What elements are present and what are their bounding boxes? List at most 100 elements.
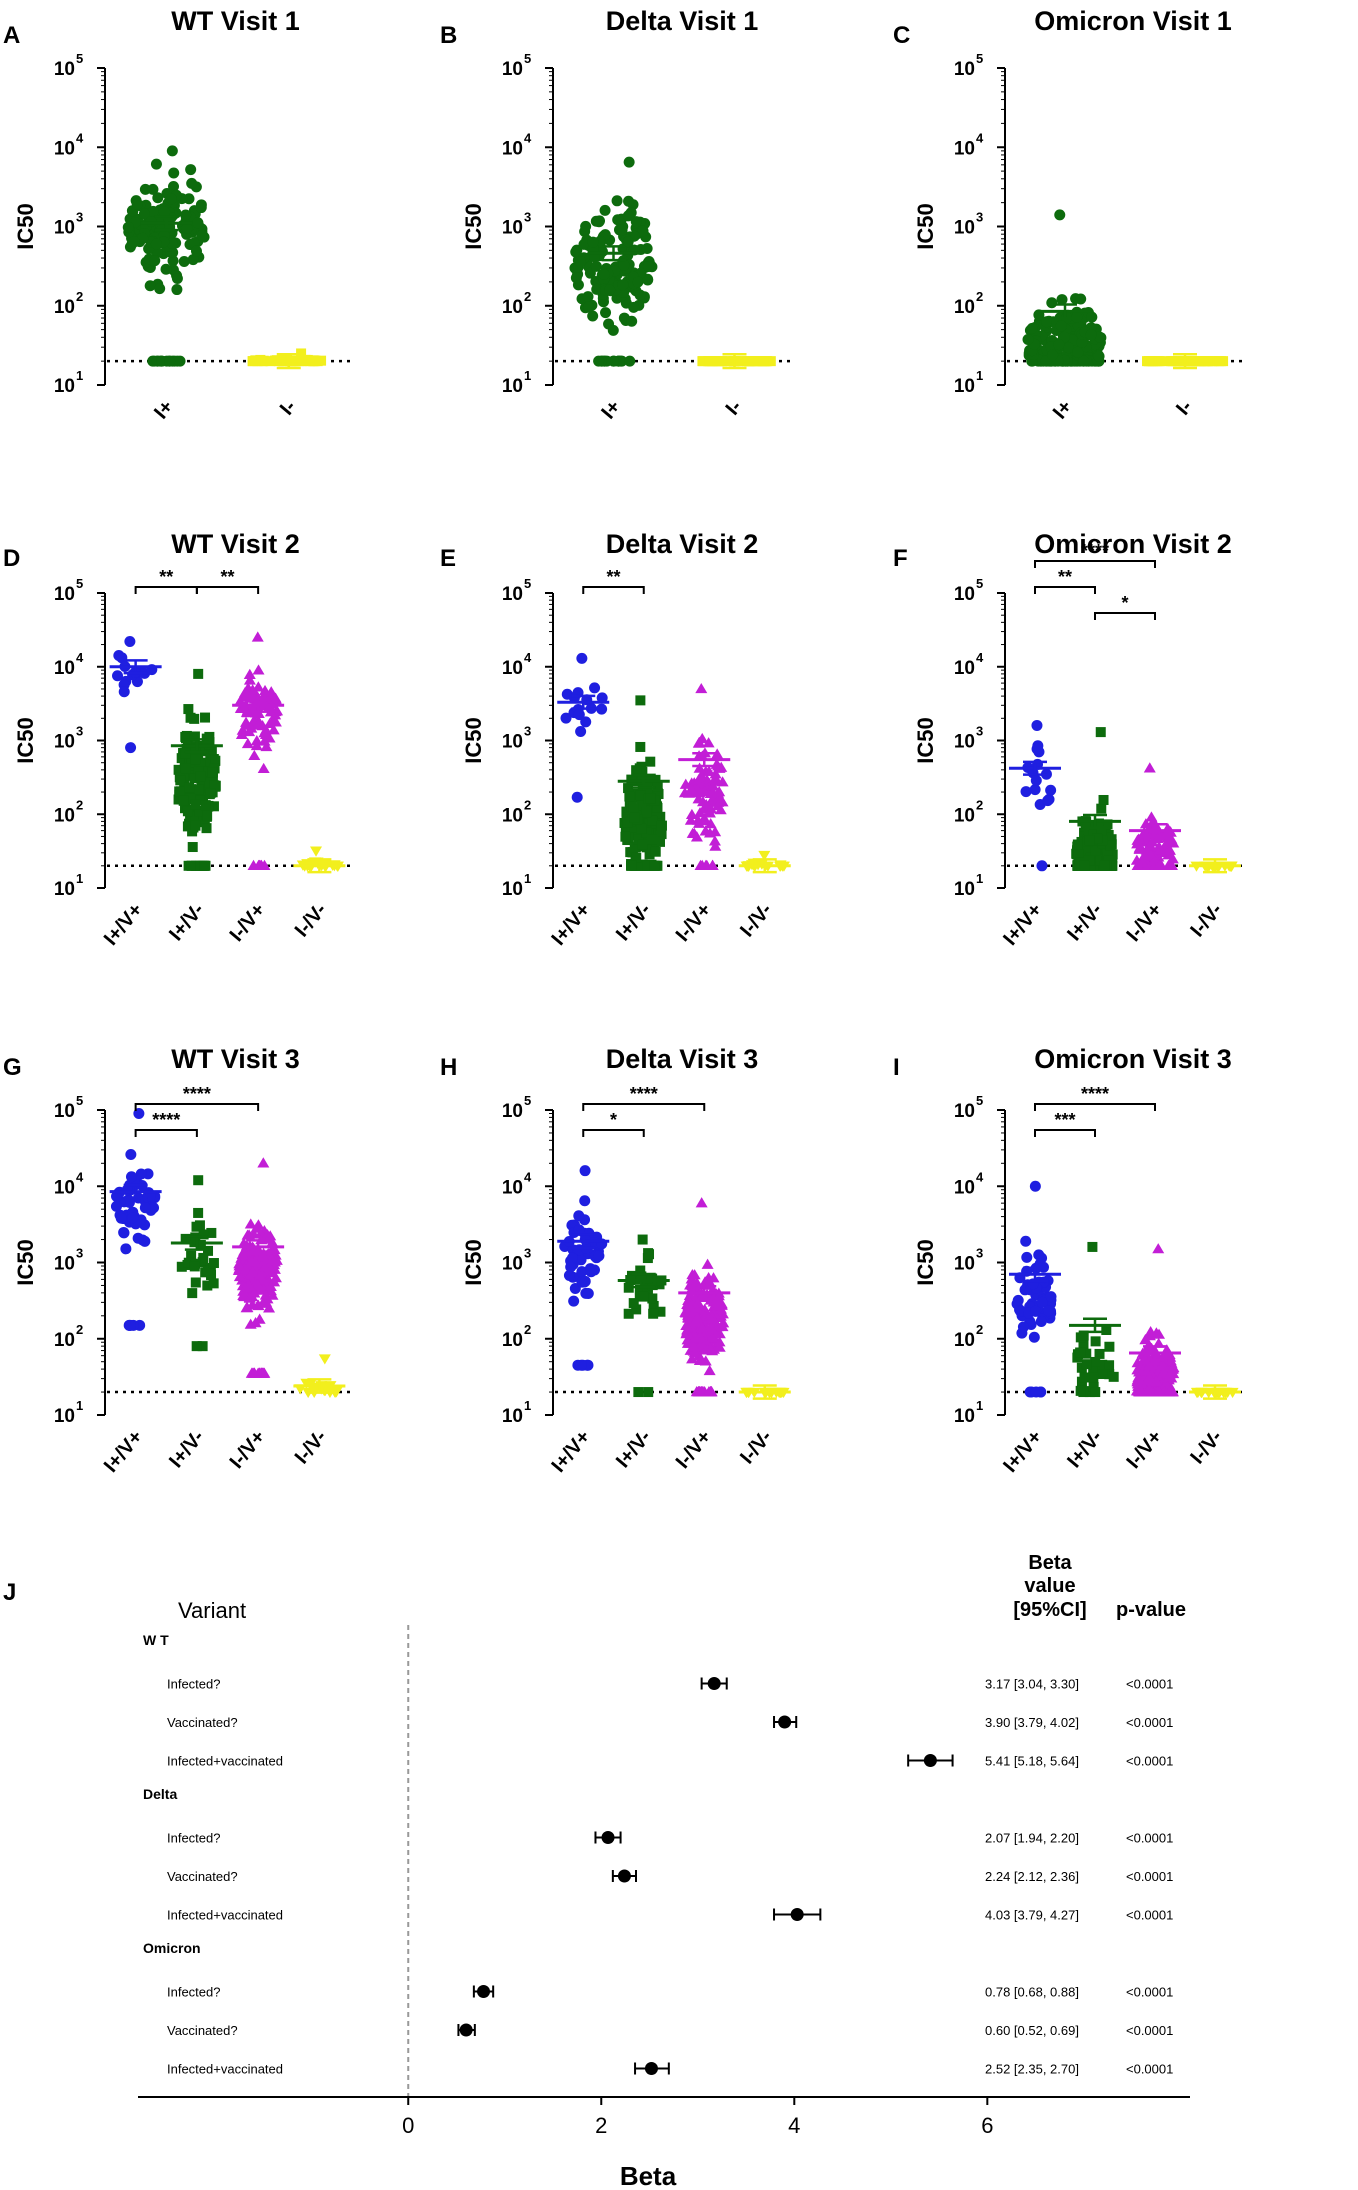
y-tick-exponent: 5 xyxy=(976,51,983,66)
data-point xyxy=(642,784,653,795)
data-point xyxy=(269,716,282,727)
x-category-label: I-/V- xyxy=(291,899,331,941)
data-point xyxy=(1030,1386,1042,1398)
data-point xyxy=(698,815,711,826)
data-point xyxy=(711,775,724,786)
chart-title: WT Visit 3 xyxy=(171,1044,300,1074)
data-point xyxy=(118,686,130,698)
data-point xyxy=(1132,859,1145,870)
data-point xyxy=(695,682,708,694)
data-point xyxy=(1134,841,1147,852)
data-point xyxy=(624,355,636,367)
beta-point xyxy=(778,1715,792,1729)
y-tick-label: 10 xyxy=(954,297,975,318)
data-point xyxy=(193,1175,204,1186)
data-point xyxy=(574,256,586,268)
y-tick-exponent: 5 xyxy=(976,1093,983,1108)
data-point xyxy=(1098,794,1109,805)
data-point xyxy=(263,1302,276,1313)
data-point xyxy=(631,852,642,863)
data-point xyxy=(187,842,198,853)
data-point xyxy=(239,1281,252,1293)
data-point xyxy=(1134,1377,1147,1389)
data-point xyxy=(210,755,221,766)
y-tick-label: 10 xyxy=(954,1406,975,1427)
data-point xyxy=(687,1340,700,1352)
data-point xyxy=(623,1308,634,1319)
data-point xyxy=(600,307,612,319)
data-point xyxy=(705,1313,718,1324)
data-point xyxy=(570,272,582,284)
beta-point xyxy=(790,1908,804,1921)
row-label: Infected? xyxy=(167,1677,221,1692)
data-point xyxy=(1047,349,1059,361)
data-point xyxy=(1143,1330,1156,1341)
data-point xyxy=(1150,1327,1163,1338)
data-point xyxy=(568,1295,580,1307)
data-point xyxy=(704,818,717,829)
data-point xyxy=(1072,839,1083,850)
data-point xyxy=(713,1341,726,1352)
data-point xyxy=(593,355,605,367)
row-label: Vaccinated? xyxy=(167,1869,238,1884)
data-point xyxy=(708,835,721,846)
y-tick-label: 10 xyxy=(954,1101,975,1122)
y-tick-exponent: 2 xyxy=(524,1322,531,1337)
p-value-text: <0.0001 xyxy=(1126,1677,1173,1692)
data-point xyxy=(178,795,189,806)
data-point xyxy=(1029,784,1041,796)
data-point xyxy=(268,1276,281,1287)
y-tick-exponent: 1 xyxy=(976,368,983,383)
x-category-label: I-/V- xyxy=(291,1426,331,1468)
beta-value-text: 0.60 [0.52, 0.69] xyxy=(985,2023,1079,2038)
data-point xyxy=(587,310,599,322)
y-tick-exponent: 5 xyxy=(76,576,83,591)
data-point xyxy=(698,356,709,367)
y-tick-label: 10 xyxy=(954,1177,975,1198)
data-point xyxy=(180,748,191,759)
data-point xyxy=(139,1202,151,1214)
y-tick-exponent: 4 xyxy=(524,130,532,145)
data-point xyxy=(115,1212,127,1224)
data-point xyxy=(636,1271,647,1282)
y-tick-label: 10 xyxy=(54,1101,75,1122)
x-category-label: I- xyxy=(276,396,301,420)
y-axis-label: IC50 xyxy=(461,203,486,249)
data-point xyxy=(258,1261,271,1272)
data-point xyxy=(1138,850,1151,861)
data-point xyxy=(637,839,648,850)
y-axis-label: IC50 xyxy=(461,717,486,763)
y-tick-exponent: 5 xyxy=(524,1093,531,1108)
y-tick-exponent: 4 xyxy=(76,650,84,665)
significance-label: **** xyxy=(1081,1084,1109,1104)
data-point xyxy=(1143,762,1156,773)
data-point xyxy=(649,860,660,871)
data-point xyxy=(1152,1243,1165,1254)
data-point xyxy=(693,750,706,761)
data-point xyxy=(692,737,705,748)
data-point xyxy=(1078,1330,1089,1341)
data-point xyxy=(633,1387,644,1398)
data-point xyxy=(1102,846,1113,857)
data-point xyxy=(123,1196,135,1208)
data-point xyxy=(1090,1336,1101,1347)
data-point xyxy=(692,793,705,804)
y-tick-label: 10 xyxy=(54,879,75,900)
data-point xyxy=(186,1250,197,1261)
data-point xyxy=(634,805,645,816)
data-point xyxy=(1030,774,1042,786)
data-point xyxy=(1035,1315,1047,1327)
data-point xyxy=(1084,855,1095,866)
y-tick-label: 10 xyxy=(54,584,75,605)
significance-label: * xyxy=(1121,593,1128,613)
x-category-label: I+/V- xyxy=(165,899,209,945)
data-point xyxy=(590,260,602,272)
data-point xyxy=(679,778,692,789)
data-point xyxy=(1075,1347,1086,1358)
p-value-text: <0.0001 xyxy=(1126,1908,1173,1923)
row-label: Infected+vaccinated xyxy=(167,1908,283,1923)
data-point xyxy=(652,802,663,813)
data-point xyxy=(144,1190,156,1202)
